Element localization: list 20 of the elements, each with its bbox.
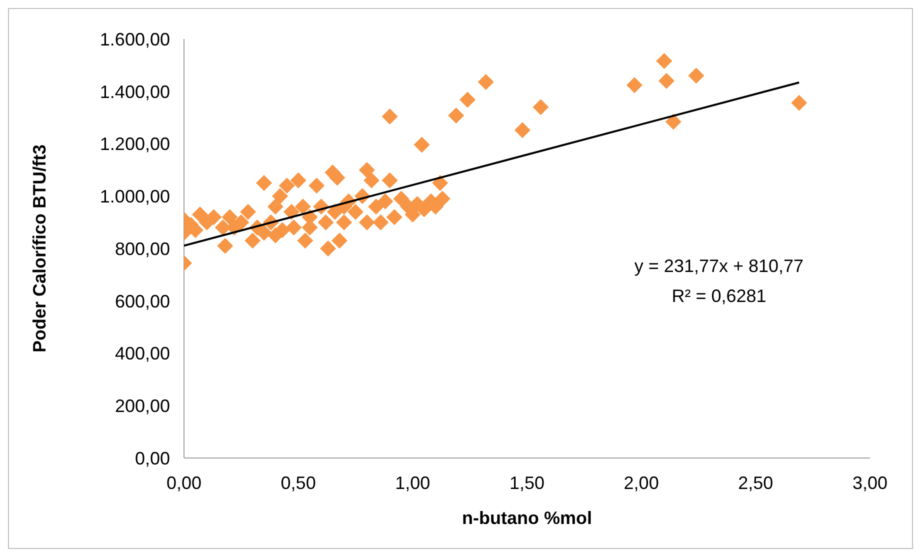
y-tick-label: 200,00 [114,396,170,416]
y-tick-label: 1.000,00 [100,186,170,207]
y-tick-label: 0,00 [134,448,170,468]
x-tick-label: 2,50 [738,472,774,493]
y-tick-label: 600,00 [114,291,170,312]
y-axis-title: Poder Calorífico BTU/ft3 [29,144,50,353]
x-tick-label: 2,00 [624,472,659,493]
x-axis-title: n-butano %mol [462,508,592,528]
y-tick-label: 1.600,00 [100,29,170,50]
x-tick-label: 0,50 [280,472,316,493]
y-tick-label: 1.200,00 [100,134,170,154]
x-tick-label: 3,00 [852,472,888,493]
x-tick-label: 1,00 [395,472,430,493]
annotation: R² = 0,6281 [670,285,768,308]
x-tick-label: 0,00 [166,472,202,493]
annotation: y = 231,77x + 810,77 [633,255,805,278]
y-tick-label: 400,00 [114,344,170,364]
y-tick-label: 800,00 [114,238,170,259]
x-tick-label: 1,50 [509,472,545,493]
y-tick-label: 1.400,00 [100,82,170,102]
